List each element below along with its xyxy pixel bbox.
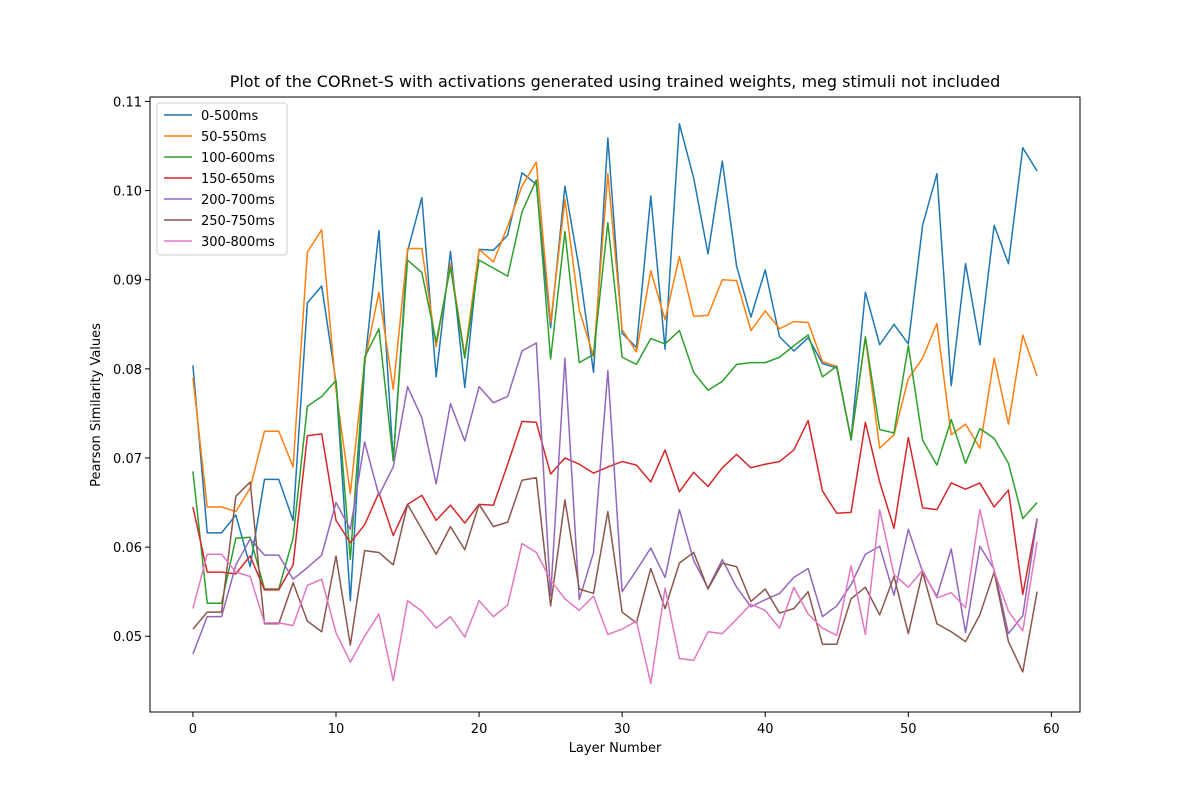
y-tick-label: 0.09 bbox=[113, 274, 142, 289]
chart-title: Plot of the CORnet-S with activations ge… bbox=[230, 72, 1001, 91]
legend-items: 0-500ms 50-550ms 100-600ms 150-650ms 200-700… bbox=[164, 109, 275, 250]
x-tick-label: 0 bbox=[189, 722, 197, 737]
legend-label-6: 300-800ms bbox=[201, 235, 275, 250]
series-line-1 bbox=[192, 161, 1038, 513]
legend-label-3: 150-650ms bbox=[201, 172, 275, 187]
x-tick-label: 30 bbox=[614, 722, 631, 737]
legend-label-5: 250-750ms bbox=[201, 214, 275, 229]
y-tick-label: 0.10 bbox=[113, 185, 142, 200]
x-tick-label: 40 bbox=[757, 722, 774, 737]
y-tick-label: 0.05 bbox=[113, 630, 142, 645]
x-axis: 0 10 20 30 40 50 60 bbox=[189, 712, 1060, 737]
legend-label-2: 100-600ms bbox=[201, 151, 275, 166]
y-tick-label: 0.08 bbox=[113, 363, 142, 378]
y-tick-label: 0.11 bbox=[113, 95, 142, 110]
legend-label-1: 50-550ms bbox=[201, 130, 267, 145]
series-lines bbox=[192, 122, 1038, 685]
y-tick-label: 0.06 bbox=[113, 541, 142, 556]
series-line-6 bbox=[192, 508, 1038, 685]
y-axis-label: Pearson Similarity Values bbox=[89, 323, 104, 487]
series-line-2 bbox=[192, 179, 1038, 605]
plot-frame bbox=[149, 96, 1081, 713]
y-axis: 0.05 0.06 0.07 0.08 0.09 0.10 0.11 bbox=[113, 95, 150, 645]
x-tick-label: 20 bbox=[471, 722, 488, 737]
x-tick-label: 60 bbox=[1043, 722, 1060, 737]
y-tick-label: 0.07 bbox=[113, 452, 142, 467]
series-line-5 bbox=[192, 476, 1038, 673]
legend-label-0: 0-500ms bbox=[201, 109, 258, 124]
x-tick-label: 10 bbox=[328, 722, 345, 737]
series-line-3 bbox=[192, 419, 1038, 596]
legend-box bbox=[156, 102, 288, 256]
x-tick-label: 50 bbox=[900, 722, 917, 737]
x-axis-label: Layer Number bbox=[569, 741, 662, 756]
legend: 0-500ms 50-550ms 100-600ms 150-650ms 200-700… bbox=[156, 102, 288, 256]
legend-label-4: 200-700ms bbox=[201, 193, 275, 208]
